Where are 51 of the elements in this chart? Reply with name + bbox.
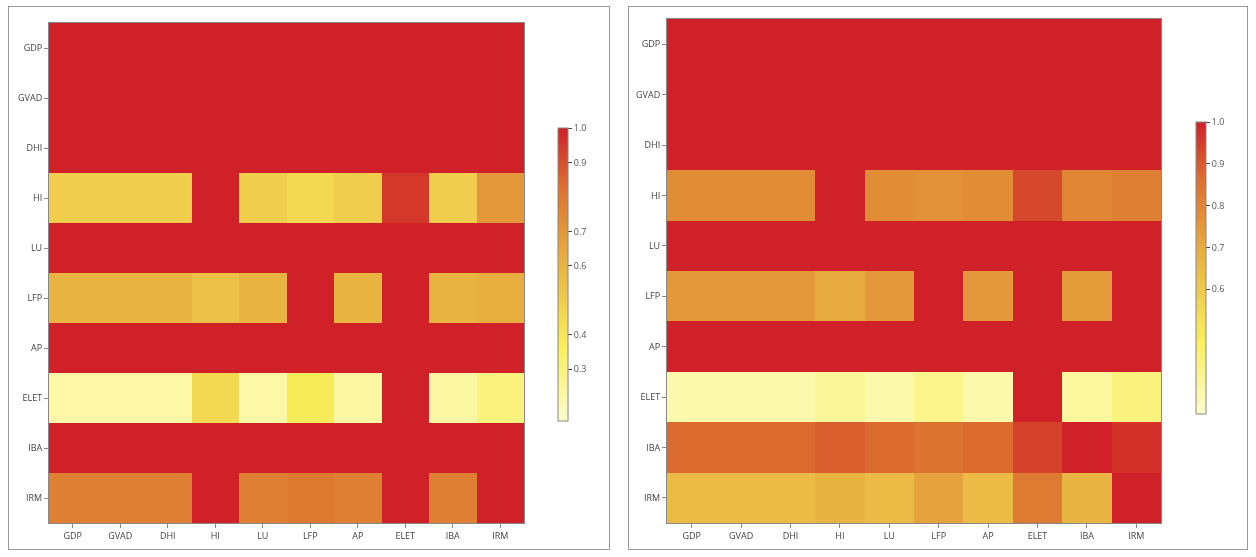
color-bar-label: 0.4 <box>573 327 587 341</box>
x-tick-label: IRM <box>1128 528 1145 542</box>
x-tick-label: IBA <box>445 528 461 542</box>
y-tick-label: GVAD <box>636 87 661 101</box>
y-tick-label: IRM <box>26 491 43 505</box>
y-tick-label: AP <box>649 339 661 353</box>
x-tick-label: AP <box>352 528 364 542</box>
x-tick-label: LFP <box>302 528 318 542</box>
color-bar-label: 0.6 <box>1211 282 1225 296</box>
color-bar-label: 0.6 <box>573 259 587 273</box>
y-tick-label: GDP <box>641 37 661 51</box>
color-bar-label: 1.0 <box>1211 115 1225 129</box>
y-tick-label: ELET <box>22 391 43 405</box>
x-tick-label: LU <box>257 528 269 542</box>
y-tick-label: ELET <box>640 390 661 404</box>
y-tick-label: LFP <box>27 291 43 305</box>
x-tick-label: GVAD <box>108 528 133 542</box>
y-tick-label: LFP <box>645 289 661 303</box>
x-tick-label: ELET <box>395 528 416 542</box>
x-tick-label: LFP <box>931 528 947 542</box>
color-bar-label: 0.3 <box>573 362 587 376</box>
y-tick-label: DHI <box>26 141 43 155</box>
y-tick-label: DHI <box>644 138 661 152</box>
x-tick-label: GDP <box>63 528 82 542</box>
y-tick-label: HI <box>33 191 43 205</box>
y-tick-label: GVAD <box>18 91 43 105</box>
y-tick-label: LU <box>30 241 43 255</box>
y-tick-label: IBA <box>28 441 43 455</box>
x-tick-label: DHI <box>782 528 799 542</box>
color-bar-label: 0.7 <box>573 224 587 238</box>
y-tick-label: HI <box>651 188 661 202</box>
color-bar-label: 1.0 <box>573 121 587 135</box>
y-tick-label: AP <box>31 341 43 355</box>
x-tick-label: ELET <box>1027 528 1048 542</box>
x-tick-label: GDP <box>682 528 701 542</box>
y-tick-label: LU <box>648 238 661 252</box>
x-tick-label: IRM <box>492 528 509 542</box>
color-bar-label: 0.9 <box>573 155 587 169</box>
color-bar-label: 0.9 <box>1211 157 1225 171</box>
x-tick-label: AP <box>982 528 994 542</box>
y-tick-label: IBA <box>646 440 661 454</box>
color-bar-label: 0.8 <box>1211 198 1225 212</box>
y-tick-label: GDP <box>23 41 43 55</box>
y-tick-label: IRM <box>644 490 661 504</box>
x-tick-label: IBA <box>1079 528 1095 542</box>
x-tick-label: LU <box>883 528 895 542</box>
x-tick-label: HI <box>210 528 220 542</box>
x-tick-label: HI <box>835 528 845 542</box>
x-tick-label: DHI <box>159 528 176 542</box>
x-tick-label: GVAD <box>729 528 754 542</box>
color-bar-label: 0.7 <box>1211 240 1225 254</box>
